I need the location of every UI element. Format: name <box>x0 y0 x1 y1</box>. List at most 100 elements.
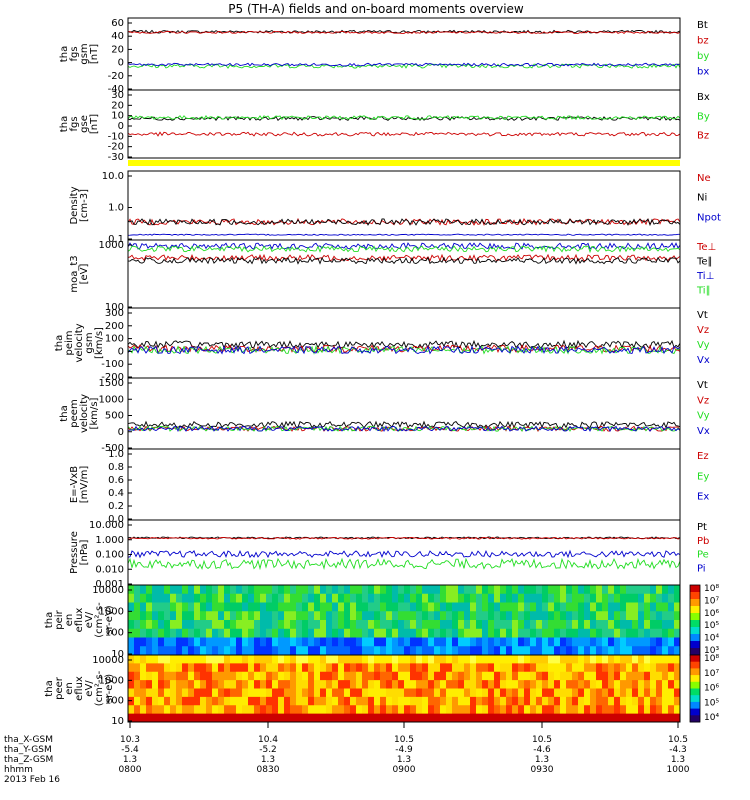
spectrogram-cell <box>578 671 585 681</box>
spectrogram-cell <box>596 655 603 664</box>
spectrogram-cell <box>200 646 207 656</box>
colorbar-tick-label: 10⁸ <box>704 584 719 594</box>
spectrogram-cell <box>326 663 333 673</box>
spectrogram-cell <box>578 646 585 656</box>
spectrogram-cell <box>164 602 171 612</box>
spectrogram-cell <box>392 637 399 647</box>
spectrogram-cell <box>290 637 297 647</box>
spectrogram-cell <box>230 585 237 595</box>
spectrogram-cell <box>218 620 225 630</box>
y-tick-label: -30 <box>108 152 124 163</box>
spectrogram-cell <box>506 655 513 664</box>
spectrogram-cell <box>512 696 519 706</box>
spectrogram-cell <box>434 602 441 612</box>
spectrogram-cell <box>482 620 489 630</box>
spectrogram-cell <box>590 585 597 595</box>
spectrogram-cell <box>308 663 315 673</box>
spectrogram-cell <box>440 628 447 638</box>
spectrogram-cell <box>278 637 285 647</box>
spectrogram-cell <box>260 663 267 673</box>
spectrogram-cell <box>416 696 423 706</box>
spectrogram-cell <box>440 671 447 681</box>
y-tick-label: 0.2 <box>108 501 124 512</box>
spectrogram-cell <box>344 637 351 647</box>
spectrogram-cell <box>530 713 537 723</box>
spectrogram-cell <box>296 688 303 698</box>
spectrogram-cell <box>332 628 339 638</box>
spectrogram-cell <box>200 671 207 681</box>
spectrogram-cell <box>380 628 387 638</box>
spectrogram-cell <box>344 593 351 603</box>
spectrogram-cell <box>656 663 663 673</box>
spectrogram-cell <box>302 671 309 681</box>
spectrogram-cell <box>596 611 603 621</box>
spectrogram-cell <box>614 620 621 630</box>
spectrogram-cell <box>536 696 543 706</box>
spectrogram-cell <box>296 585 303 595</box>
spectrogram-cell <box>476 593 483 603</box>
spectrogram-cell <box>266 680 273 689</box>
spectrogram-cell <box>302 655 309 664</box>
spectrogram-cell <box>380 688 387 698</box>
spectrogram-cell <box>452 593 459 603</box>
spectrogram-cell <box>134 680 141 689</box>
spectrogram-cell <box>464 602 471 612</box>
spectrogram-cell <box>308 696 315 706</box>
spectrogram-cell <box>524 637 531 647</box>
spectrogram-cell <box>458 713 465 723</box>
spectrogram-cell <box>674 602 681 612</box>
ephemeris-row-label: tha_Y-GSM <box>4 745 52 755</box>
spectrogram-cell <box>626 593 633 603</box>
y-tick-label: 0 <box>118 58 124 69</box>
spectrogram-cell <box>662 620 669 630</box>
spectrogram-cell <box>386 696 393 706</box>
spectrogram-cell <box>656 620 663 630</box>
spectrogram-cell <box>356 655 363 664</box>
spectrogram-cell <box>614 611 621 621</box>
spectrogram-cell <box>608 602 615 612</box>
spectrogram-cell <box>434 637 441 647</box>
spectrogram-cell <box>200 593 207 603</box>
spectrogram-cell <box>614 688 621 698</box>
spectrogram-cell <box>554 585 561 595</box>
spectrogram-cell <box>506 620 513 630</box>
spectrogram-cell <box>650 680 657 689</box>
spectrogram-cell <box>422 611 429 621</box>
spectrogram-cell <box>608 671 615 681</box>
spectrogram-cell <box>134 620 141 630</box>
spectrogram-cell <box>302 713 309 723</box>
spectrogram-cell <box>260 628 267 638</box>
spectrogram-cell <box>188 602 195 612</box>
colorbar-swatch <box>690 708 700 716</box>
spectrogram-cell <box>566 696 573 706</box>
spectrogram-cell <box>506 585 513 595</box>
spectrogram-cell <box>284 671 291 681</box>
spectrogram-cell <box>140 611 147 621</box>
spectrogram-cell <box>434 688 441 698</box>
spectrogram-cell <box>254 611 261 621</box>
spectrogram-cell <box>362 602 369 612</box>
spectrogram-cell <box>248 688 255 698</box>
spectrogram-cell <box>362 696 369 706</box>
panel-frame <box>127 170 681 241</box>
spectrogram-cell <box>296 713 303 723</box>
spectrogram-cell <box>224 671 231 681</box>
spectrogram-cell <box>572 646 579 656</box>
spectrogram-cell <box>620 611 627 621</box>
spectrogram-cell <box>512 713 519 723</box>
spectrogram-cell <box>554 611 561 621</box>
spectrogram-cell <box>314 688 321 698</box>
spectrogram-cell <box>494 611 501 621</box>
spectrogram-cell <box>176 620 183 630</box>
spectrogram-cell <box>452 696 459 706</box>
spectrogram-cell <box>596 663 603 673</box>
spectrogram-cell <box>320 680 327 689</box>
spectrogram-cell <box>278 671 285 681</box>
spectrogram-cell <box>560 705 567 715</box>
spectrogram-cell <box>230 713 237 723</box>
spectrogram-cell <box>638 655 645 664</box>
spectrogram-cell <box>668 655 675 664</box>
spectrogram-cell <box>338 655 345 664</box>
spectrogram-cell <box>530 663 537 673</box>
